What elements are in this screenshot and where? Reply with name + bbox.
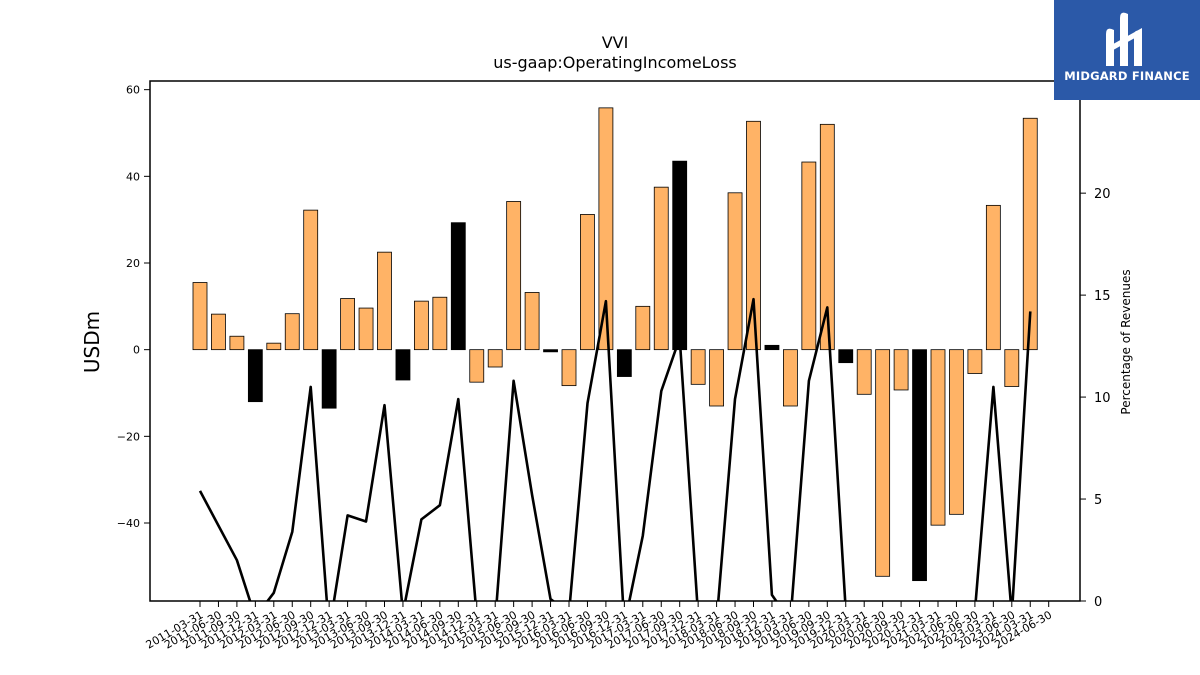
bar bbox=[432, 296, 448, 351]
chart-subtitle: us-gaap:OperatingIncomeLoss bbox=[493, 53, 737, 72]
bar bbox=[395, 349, 411, 381]
plot-frame bbox=[149, 80, 1081, 602]
bar bbox=[616, 349, 632, 377]
bar bbox=[192, 282, 208, 351]
bar bbox=[506, 201, 522, 351]
y-tick-label: 20 bbox=[126, 257, 140, 270]
chart-title: VVI bbox=[602, 33, 629, 52]
bar bbox=[893, 349, 909, 391]
percentage-line bbox=[198, 297, 1032, 601]
bar bbox=[413, 300, 429, 351]
bar bbox=[653, 186, 669, 351]
logo-text: MIDGARD FINANCE bbox=[1064, 69, 1190, 83]
y2-axis-label: Percentage of Revenues bbox=[1119, 269, 1133, 414]
bar bbox=[450, 222, 466, 351]
bar bbox=[229, 335, 245, 351]
y-tick-label: 60 bbox=[126, 84, 140, 97]
y2-tick-label: 15 bbox=[1094, 289, 1111, 304]
bar bbox=[672, 160, 688, 351]
y2-tick-label: 5 bbox=[1094, 493, 1102, 508]
bar bbox=[764, 344, 780, 351]
bar bbox=[284, 313, 300, 351]
bar bbox=[967, 349, 983, 374]
bar bbox=[303, 209, 319, 351]
y2-tick-label: 0 bbox=[1094, 595, 1102, 610]
bar bbox=[340, 298, 356, 351]
bar bbox=[598, 107, 614, 351]
bar bbox=[838, 349, 854, 364]
bar bbox=[709, 349, 724, 407]
y2-tick-label: 20 bbox=[1094, 187, 1111, 202]
bar bbox=[727, 192, 743, 351]
bar bbox=[358, 307, 374, 351]
bar bbox=[690, 349, 706, 385]
bar bbox=[377, 251, 392, 351]
y-tick-label: 40 bbox=[126, 170, 140, 183]
bar bbox=[321, 349, 337, 409]
bar bbox=[912, 349, 927, 582]
y-tick-label: −40 bbox=[117, 517, 140, 530]
bar bbox=[856, 349, 872, 395]
bar bbox=[469, 349, 485, 383]
bar bbox=[211, 313, 226, 351]
bar bbox=[783, 349, 798, 407]
bar bbox=[746, 120, 761, 351]
logo-mark-icon bbox=[1106, 12, 1142, 67]
y-tick-label: 0 bbox=[133, 344, 140, 357]
bar bbox=[580, 214, 595, 351]
bar bbox=[949, 349, 964, 515]
bar bbox=[1004, 349, 1020, 387]
bar bbox=[524, 292, 540, 351]
bar bbox=[875, 349, 891, 577]
y-tick-label: −20 bbox=[117, 430, 140, 443]
y2-tick-label: 10 bbox=[1094, 391, 1111, 406]
logo: MIDGARD FINANCE bbox=[1054, 0, 1200, 100]
bar bbox=[561, 349, 577, 387]
bar bbox=[930, 349, 946, 526]
bar bbox=[247, 349, 263, 403]
bar bbox=[819, 123, 835, 351]
bar bbox=[1022, 117, 1038, 351]
bar bbox=[635, 305, 651, 351]
y-axis-label: USDm bbox=[80, 311, 104, 373]
bar bbox=[543, 349, 558, 353]
bar bbox=[487, 349, 503, 368]
bar bbox=[985, 204, 1001, 351]
plot-area: −40−20020406005101520252011-03-312011-06… bbox=[117, 80, 1111, 652]
bar bbox=[266, 342, 282, 351]
bar bbox=[801, 161, 817, 351]
